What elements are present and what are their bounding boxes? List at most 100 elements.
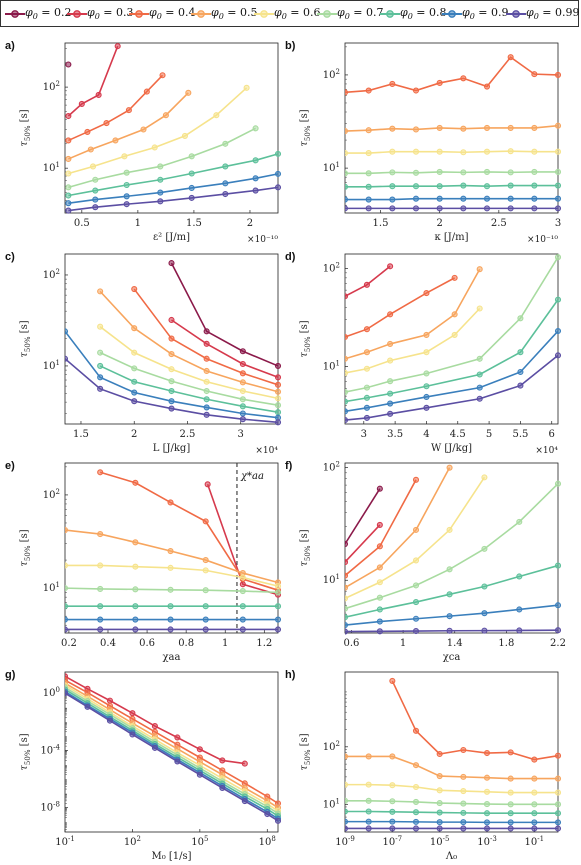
- data-point: [345, 417, 349, 424]
- data-point: [222, 140, 229, 147]
- legend-label: φ0 = 0.99: [526, 6, 580, 21]
- data-point: [345, 127, 349, 135]
- data-point: [167, 626, 174, 633]
- legend-item: φ0 = 0.9: [442, 5, 509, 23]
- data-point: [203, 340, 210, 347]
- series-line: [345, 268, 481, 360]
- x-tick-label: 1: [135, 218, 141, 229]
- x-tick-exponent: -7: [395, 835, 402, 843]
- data-point: [483, 774, 491, 781]
- legend-value: = 0.9: [474, 6, 509, 20]
- series-0.2: [345, 485, 383, 548]
- data-point: [507, 810, 514, 817]
- series-line: [99, 351, 279, 407]
- data-point: [481, 610, 488, 617]
- series-0.3: [345, 263, 394, 300]
- y-label-subscript: 50%: [24, 336, 32, 352]
- data-point: [65, 690, 69, 697]
- data-point: [365, 87, 372, 94]
- data-point: [436, 148, 443, 155]
- data-point: [389, 205, 396, 212]
- series-0.99: [65, 184, 282, 214]
- data-point: [507, 825, 514, 832]
- data-point: [531, 205, 538, 212]
- legend-phi-symbol: φ: [400, 6, 408, 20]
- legend-phi-symbol: φ: [211, 6, 219, 20]
- data-point: [460, 125, 467, 132]
- series-0.4: [131, 286, 282, 388]
- series-line: [99, 326, 279, 400]
- series-0.4: [345, 54, 562, 96]
- data-point: [483, 788, 491, 795]
- data-point: [412, 87, 420, 94]
- data-point: [345, 628, 349, 635]
- data-point: [202, 603, 209, 610]
- series-0.99: [65, 690, 282, 824]
- data-point: [483, 195, 491, 202]
- data-point: [196, 746, 203, 753]
- data-point: [345, 196, 349, 203]
- data-point: [376, 628, 383, 635]
- data-point: [531, 825, 538, 832]
- data-point: [188, 184, 195, 192]
- data-point: [239, 574, 246, 581]
- data-point: [483, 810, 491, 817]
- data-point: [412, 627, 420, 635]
- data-point: [114, 43, 121, 50]
- data-point: [92, 176, 99, 183]
- legend-phi-subscript: 0: [407, 12, 413, 22]
- data-point: [531, 168, 538, 175]
- y-tick-label: 102: [323, 68, 340, 81]
- series-0.7: [345, 254, 562, 396]
- data-point: [132, 479, 139, 486]
- x-tick-label: 3: [238, 429, 244, 440]
- axes-box: [64, 462, 279, 634]
- series-line: [345, 810, 558, 815]
- data-point: [129, 710, 136, 717]
- x-tick-exponent: 2: [137, 835, 141, 843]
- legend-phi-subscript: 0: [533, 12, 539, 22]
- panel-label: f): [285, 460, 293, 472]
- data-point: [131, 325, 138, 332]
- legend-label: φ0 = 0.7: [337, 6, 384, 21]
- data-point: [274, 184, 282, 191]
- data-point: [345, 293, 349, 300]
- series-0.4: [345, 274, 458, 341]
- data-point: [140, 126, 147, 133]
- data-point: [483, 168, 491, 175]
- series-line: [345, 299, 559, 403]
- y-tick-exponent: 1: [56, 359, 60, 367]
- data-point: [84, 128, 91, 135]
- data-point: [531, 801, 538, 808]
- y-label-unit: [s]: [19, 320, 30, 336]
- axes-box: [344, 671, 559, 833]
- data-point: [516, 518, 523, 525]
- data-point: [167, 564, 174, 571]
- series-0.6: [97, 323, 282, 402]
- y-label-subscript: 50%: [24, 545, 32, 561]
- data-point: [446, 526, 453, 533]
- panel-d: d) 3 3.5 4 4.5 5 5.5 6 101 102 τ50% [s] W [J/kg] ×10…: [285, 251, 562, 456]
- y-tick-label: 10-8: [40, 801, 60, 814]
- data-point: [274, 395, 282, 402]
- y-tick-label: 102: [323, 261, 340, 274]
- series-line: [68, 92, 189, 160]
- data-point: [174, 734, 181, 741]
- legend-phi-subscript: 0: [218, 12, 224, 22]
- data-point: [376, 543, 383, 550]
- data-point: [554, 819, 562, 826]
- legend-marker: [442, 10, 462, 18]
- series-line: [345, 307, 481, 374]
- data-point: [365, 205, 372, 212]
- x-tick-label: 10-3: [477, 835, 497, 848]
- data-point: [345, 388, 349, 396]
- data-point: [129, 731, 136, 738]
- x-axis-label: ε² [J/m]: [153, 232, 190, 243]
- data-point: [507, 148, 514, 155]
- data-point: [363, 384, 370, 391]
- data-point: [531, 182, 538, 189]
- data-point: [554, 122, 562, 129]
- legend-marker: [191, 10, 211, 18]
- y-axis-label: τ50% [s]: [19, 320, 32, 357]
- data-point: [89, 163, 97, 170]
